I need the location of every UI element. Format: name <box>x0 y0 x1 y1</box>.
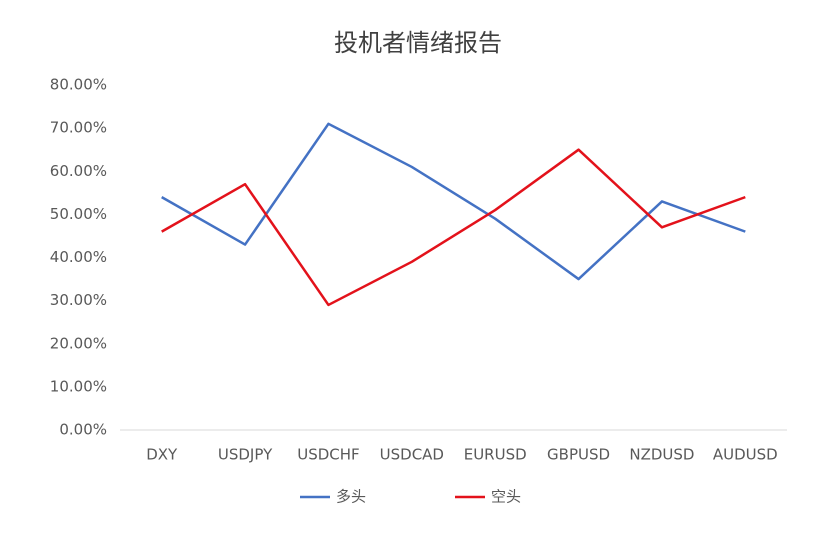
y-tick-label: 80.00% <box>50 76 107 94</box>
legend-label: 多头 <box>336 488 366 506</box>
chart-title: 投机者情绪报告 <box>334 29 502 57</box>
y-tick-label: 70.00% <box>50 119 107 137</box>
y-tick-label: 30.00% <box>50 291 107 309</box>
y-tick-label: 40.00% <box>50 248 107 266</box>
legend-label: 空头 <box>491 488 521 506</box>
x-tick-label: USDCAD <box>380 446 444 464</box>
y-tick-label: 60.00% <box>50 162 107 180</box>
x-tick-label: USDJPY <box>218 446 273 464</box>
y-tick-label: 0.00% <box>59 421 107 439</box>
y-tick-label: 10.00% <box>50 377 107 395</box>
x-tick-label: USDCHF <box>297 446 359 464</box>
series-line <box>161 122 746 281</box>
x-tick-label: DXY <box>146 446 178 464</box>
x-tick-label: AUDUSD <box>713 446 778 464</box>
x-tick-label: NZDUSD <box>629 446 694 464</box>
series-line <box>161 148 746 307</box>
x-tick-label: EURUSD <box>464 446 527 464</box>
x-tick-label: GBPUSD <box>547 446 610 464</box>
y-tick-label: 20.00% <box>50 334 107 352</box>
y-tick-label: 50.00% <box>50 205 107 223</box>
